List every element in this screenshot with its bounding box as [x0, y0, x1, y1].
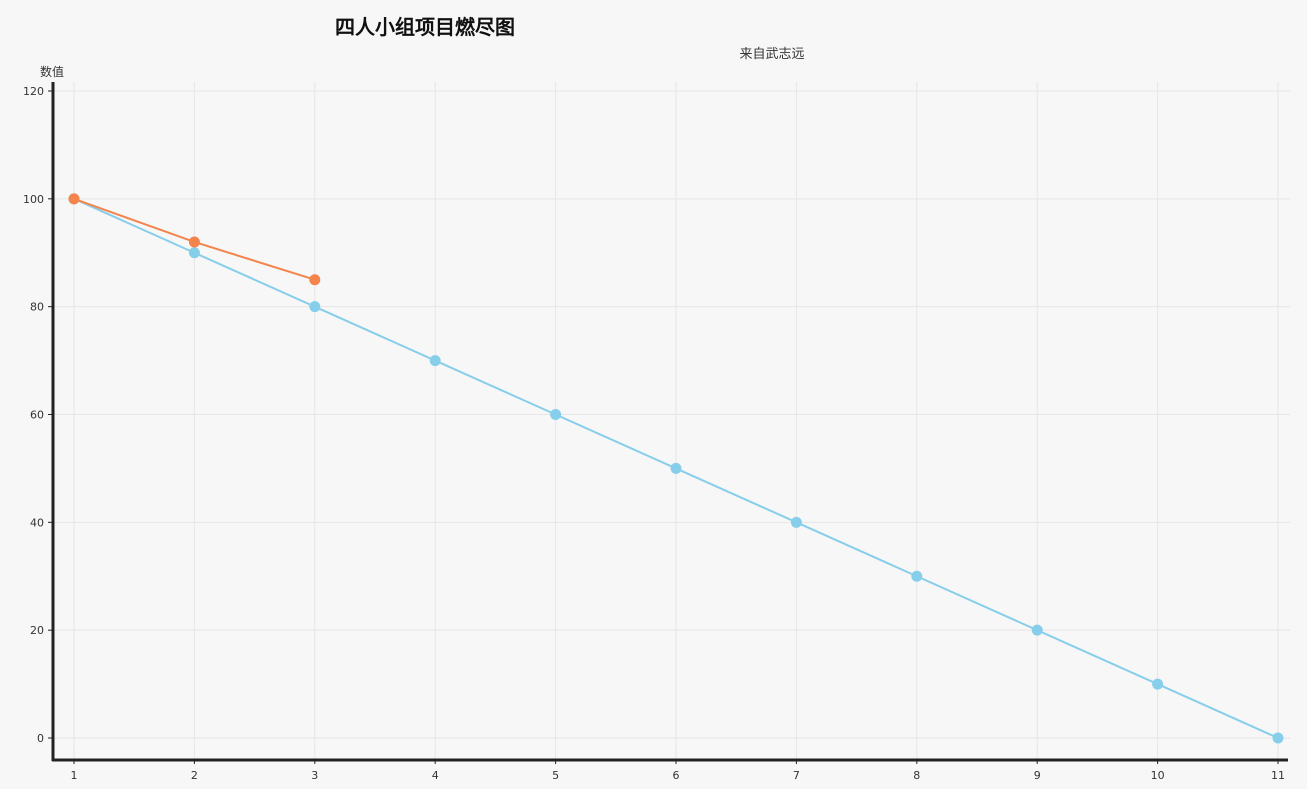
y-tick-label: 40	[30, 516, 44, 529]
data-point[interactable]	[309, 301, 321, 313]
series-2	[68, 193, 321, 286]
chart-subtitle: 来自武志远	[739, 47, 804, 62]
y-tick-label: 80	[30, 301, 44, 314]
y-tick-label: 120	[23, 85, 44, 98]
y-tick-label: 20	[30, 624, 44, 637]
axes: 1 2 3 4 5 6 7 8 9 10 11 0 20 40 60 80 100 120	[23, 82, 1288, 782]
x-tick-label: 7	[793, 769, 800, 782]
y-tick-label: 100	[23, 193, 44, 206]
x-tick-label: 6	[673, 769, 680, 782]
x-tick-label: 4	[432, 769, 439, 782]
data-point[interactable]	[309, 274, 321, 286]
data-point[interactable]	[188, 236, 200, 248]
x-tick-label: 3	[311, 769, 318, 782]
data-point[interactable]	[550, 409, 562, 420]
series-1	[68, 193, 1284, 744]
data-point[interactable]	[911, 570, 923, 582]
chart-title: 四人小组项目燃尽图	[335, 15, 515, 39]
x-tick-label: 1	[71, 769, 78, 782]
data-point[interactable]	[188, 247, 200, 259]
x-tick-label: 9	[1034, 769, 1041, 782]
y-axis-label: 数值	[40, 64, 64, 79]
grid	[53, 82, 1290, 760]
data-point[interactable]	[68, 193, 80, 205]
x-tick-label: 2	[191, 769, 198, 782]
y-tick-label: 0	[37, 732, 44, 745]
y-tick-label: 60	[30, 409, 44, 422]
data-point[interactable]	[1152, 678, 1164, 690]
data-point[interactable]	[1031, 624, 1043, 636]
x-tick-label: 10	[1151, 769, 1165, 782]
series-layer	[68, 193, 1284, 744]
data-point[interactable]	[429, 355, 441, 367]
data-point[interactable]	[1272, 732, 1284, 744]
x-tick-label: 11	[1271, 769, 1285, 782]
x-tick-label: 5	[552, 769, 559, 782]
data-point[interactable]	[790, 516, 802, 528]
data-point[interactable]	[670, 462, 682, 474]
x-tick-label: 8	[913, 769, 920, 782]
